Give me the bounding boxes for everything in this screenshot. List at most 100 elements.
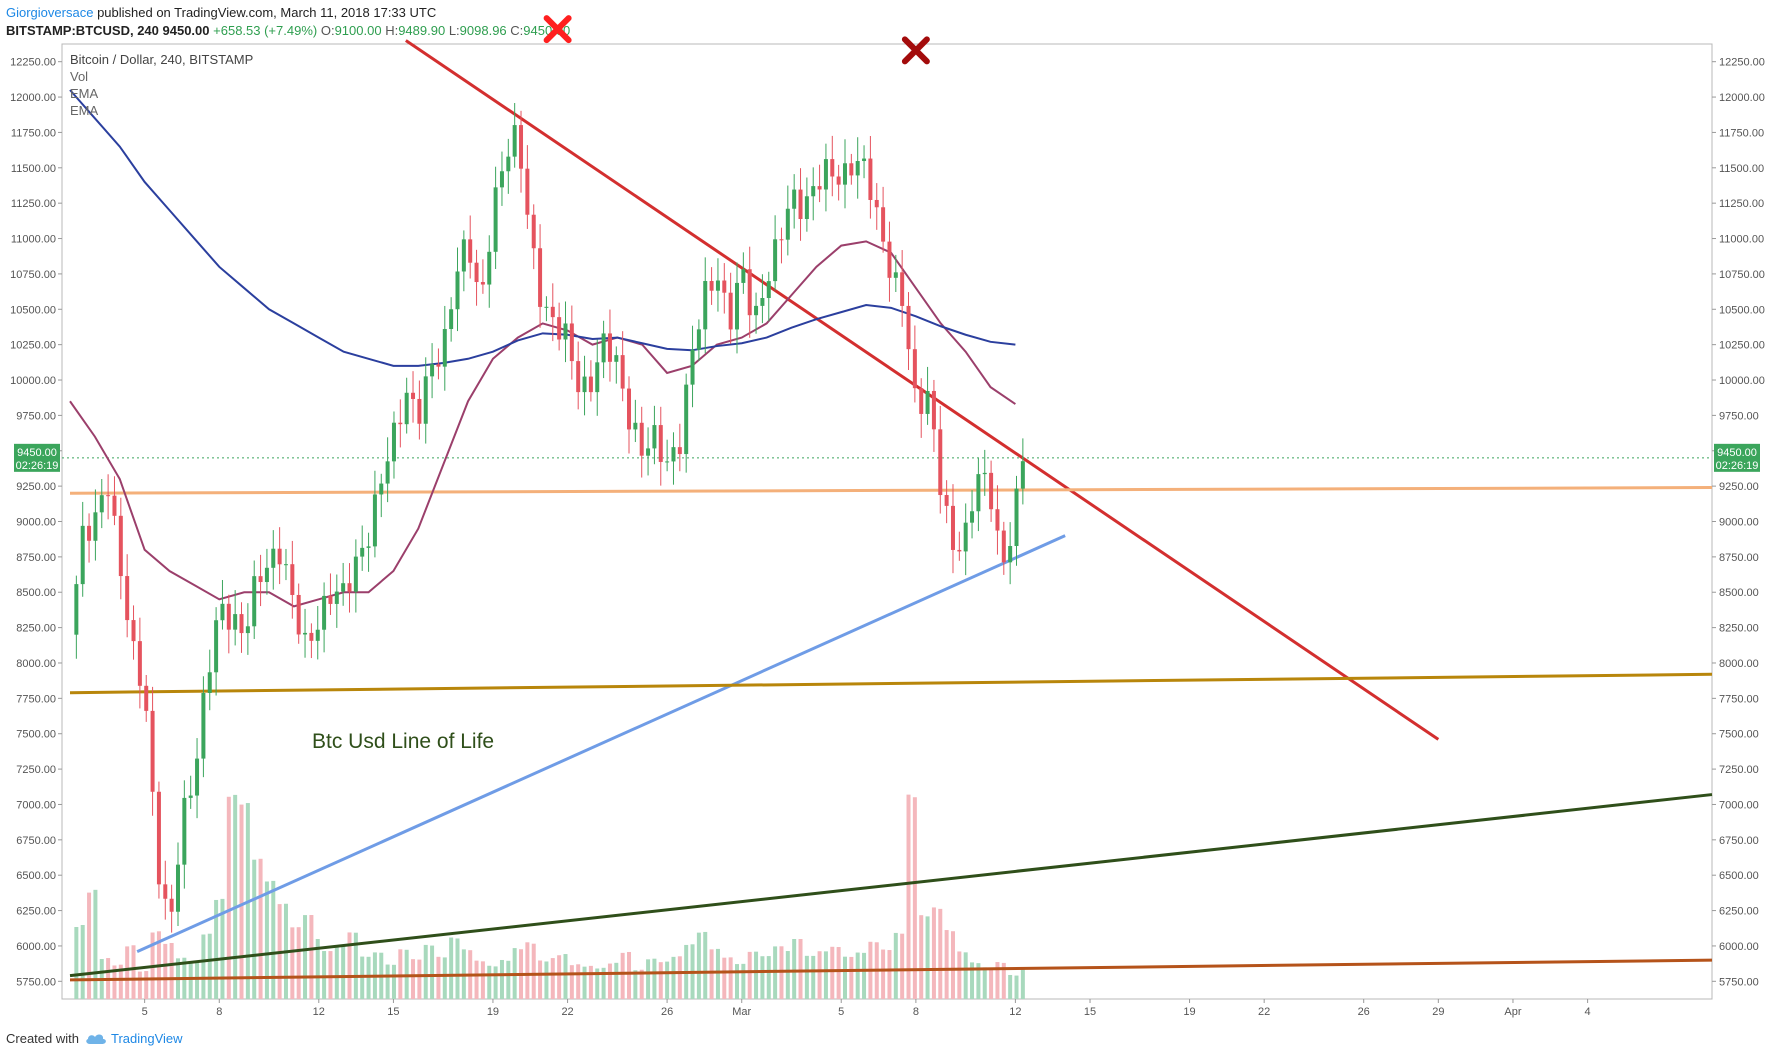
volume-bar — [811, 955, 816, 999]
candle-body — [391, 422, 396, 462]
trendline-support-diagonal — [136, 534, 1066, 953]
symbol-label: BITSTAMP:BTCUSD, 240 — [6, 23, 159, 38]
candle-body — [290, 564, 295, 595]
y-tick-label-left: 9750.00 — [16, 410, 56, 422]
volume-bar — [487, 965, 492, 999]
volume-bar — [341, 946, 346, 999]
volume-bar — [385, 964, 390, 999]
price-chart[interactable]: 5750.00 5750.00 6000.00 6000.00 6250.00 6250.… — [0, 0, 1778, 1020]
volume-bar — [296, 927, 301, 999]
y-tick-label-right: 5750.00 — [1719, 976, 1759, 988]
volume-bar — [569, 965, 574, 999]
volume-bar — [112, 965, 117, 999]
candle-body — [493, 187, 498, 252]
volume-bar — [264, 881, 269, 999]
volume-bar — [582, 966, 587, 999]
y-tick-label-left: 6000.00 — [16, 941, 56, 953]
candle-body — [360, 547, 365, 557]
volume-bar — [950, 931, 955, 999]
candle-body — [830, 159, 835, 177]
y-tick-label-left: 8000.00 — [16, 658, 56, 670]
candle-body — [931, 390, 936, 430]
candle-body — [747, 269, 752, 316]
y-tick-label-right: 11500.00 — [1719, 163, 1764, 175]
candle-body — [595, 362, 600, 393]
candle-body — [264, 567, 269, 583]
volume-bar — [449, 937, 454, 999]
candle-body — [519, 125, 524, 169]
candle-body — [385, 461, 390, 484]
candle-body — [792, 189, 797, 209]
candle-body — [862, 158, 867, 162]
y-tick-label-right: 11000.00 — [1719, 234, 1764, 246]
candle-body — [817, 186, 822, 190]
volume-bar — [328, 951, 333, 999]
candle-body — [709, 281, 714, 291]
volume-bar — [785, 951, 790, 999]
candle-body — [144, 685, 149, 711]
x-tick-label: 12 — [313, 1006, 325, 1018]
candle-body — [919, 388, 924, 414]
volume-bar — [982, 967, 987, 999]
volume-bar — [665, 961, 670, 999]
candle-body — [74, 584, 79, 635]
candle-body — [398, 422, 403, 425]
x-tick-label: 12 — [1009, 1006, 1021, 1018]
candle-body — [715, 280, 720, 291]
candle-body — [296, 594, 301, 635]
volume-bar — [436, 956, 441, 999]
volume-bar — [938, 908, 943, 999]
volume-bar — [531, 943, 536, 999]
candle-body — [544, 306, 549, 308]
y-tick-label-left: 5750.00 — [16, 976, 56, 988]
candle-body — [112, 495, 117, 516]
volume-bar — [169, 942, 174, 999]
volume-bar — [80, 925, 85, 999]
candle-body — [499, 171, 504, 188]
volume-bar — [906, 794, 911, 999]
candle-body — [836, 176, 841, 185]
y-tick-label-right: 6500.00 — [1719, 870, 1759, 882]
y-tick-label-right: 8500.00 — [1719, 587, 1759, 599]
candle-body — [175, 864, 180, 912]
trendline-bottom-brown — [69, 958, 1713, 982]
candle-body — [156, 791, 161, 885]
x-marker-2 — [901, 36, 930, 65]
author-link[interactable]: Giorgioversace — [6, 5, 94, 20]
y-tick-label-right: 8250.00 — [1719, 623, 1759, 635]
volume-bar — [398, 949, 403, 999]
tradingview-brand[interactable]: TradingView — [85, 1031, 183, 1046]
candle-body — [258, 576, 263, 583]
volume-bar — [595, 968, 600, 999]
candle-body — [538, 248, 543, 307]
volume-bar — [550, 958, 555, 999]
candle-layer — [74, 103, 1025, 933]
candle-body — [245, 626, 250, 634]
candle-body — [601, 333, 606, 363]
candle-body — [970, 511, 975, 523]
volume-bar — [804, 955, 809, 999]
candle-body — [118, 515, 123, 577]
x-tick-label: 19 — [1183, 1006, 1195, 1018]
low-value: 9098.96 — [459, 23, 507, 38]
y-tick-label-left: 7750.00 — [16, 693, 56, 705]
y-tick-label-left: 8500.00 — [16, 587, 56, 599]
candle-body — [328, 595, 333, 604]
candle-body — [893, 272, 898, 278]
volume-bar — [411, 959, 416, 999]
volume-bar — [226, 796, 231, 999]
candle-body — [811, 186, 816, 197]
y-tick-label-right: 8000.00 — [1719, 658, 1759, 670]
volume-bar — [646, 959, 651, 999]
candle-body — [652, 425, 657, 449]
x-tick-label: 22 — [1258, 1006, 1270, 1018]
candle-body — [125, 576, 130, 621]
volume-bar — [601, 967, 606, 999]
y-tick-label-left: 9250.00 — [16, 481, 56, 493]
y-tick-label-right: 10500.00 — [1719, 304, 1765, 316]
volume-bar — [652, 958, 657, 999]
volume-bar — [258, 858, 263, 999]
volume-bar — [201, 934, 206, 999]
candle-body — [563, 323, 568, 340]
volume-bar — [252, 859, 257, 999]
